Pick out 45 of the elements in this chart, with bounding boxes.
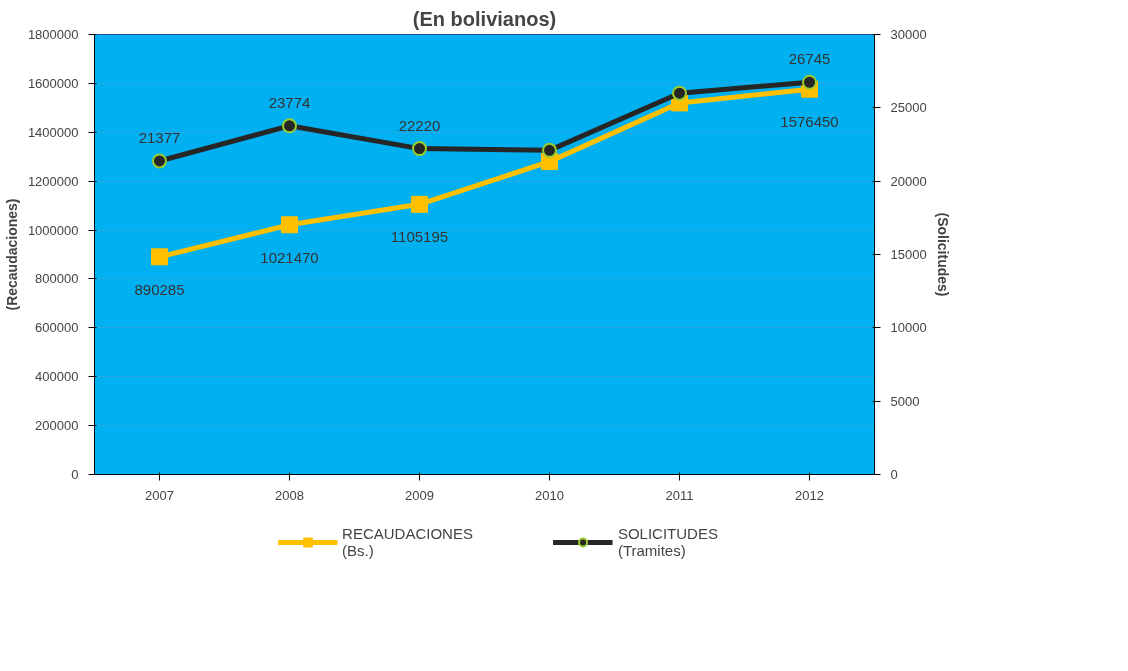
y-tick-label: 1600000 [27,75,79,91]
data-label: 22220 [398,116,441,134]
data-label: 1576450 [780,113,839,131]
data-label: 1021470 [260,248,319,266]
data-label: 26745 [788,50,831,68]
x-tick-label: 2009 [405,487,434,503]
y-tick-label: 800000 [35,271,79,287]
point [151,248,168,266]
data-label: 1105195 [390,228,449,246]
point [412,141,427,157]
point [802,74,817,90]
y-tick-label: 1200000 [27,173,79,189]
x-tick-label: 2012 [795,487,824,503]
y-tick-label: 1400000 [27,124,79,140]
y-tick-label: 1800000 [27,27,79,42]
data-label: 23774 [268,93,311,111]
y-tick-label: 600000 [35,320,79,336]
y-tick-label: 0 [71,467,79,482]
legend-label: SOLICITUDES (Tramites) [617,524,718,560]
point [411,195,428,213]
chart-title: (En bolivianos) [412,7,557,30]
y2-tick-label: 10000 [890,320,927,336]
y2-tick-label: 0 [890,467,898,482]
y-axis-title: (Recaudaciones) [3,198,20,311]
data-label: 21377 [138,128,181,146]
legend-label: RECAUDACIONES (Bs.) [342,524,473,560]
point [542,142,557,158]
y2-tick-label: 30000 [890,27,927,42]
y2-tick-label: 25000 [890,100,927,116]
x-tick-label: 2007 [145,487,174,503]
x-tick-label: 2010 [535,487,564,503]
y-tick-label: 200000 [35,418,79,434]
y-tick-label: 1000000 [27,222,79,238]
x-tick-label: 2008 [275,487,304,503]
point [152,153,167,169]
point [672,85,687,101]
y2-tick-label: 15000 [890,247,927,262]
y2-tick-label: 5000 [890,393,920,409]
x-tick-label: 2011 [665,487,694,503]
y2-axis-title: (Solicitudes) [934,212,951,297]
data-label: 890285 [134,280,185,298]
point [281,216,298,234]
y-tick-label: 400000 [35,369,79,385]
y2-tick-label: 20000 [890,173,927,189]
point [282,118,297,134]
